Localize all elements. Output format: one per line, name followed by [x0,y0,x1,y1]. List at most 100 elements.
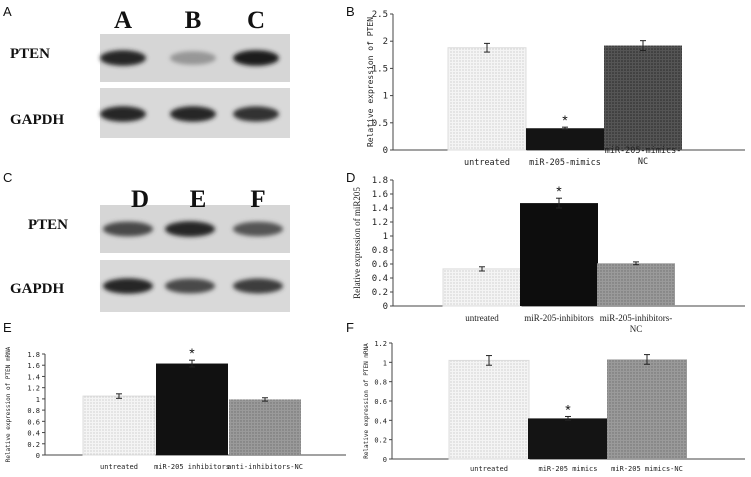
panel-letter-a: A [3,4,12,19]
y-tick-label: 0.6 [372,260,388,270]
y-axis-title: Relative expression of PTEN mRNA [5,346,12,462]
bar-untreated [448,359,530,460]
band-gapdh-lane-c [233,106,279,122]
y-tick-label: 0.4 [374,417,387,425]
y-tick-label: 1.4 [27,373,40,381]
y-tick-label: 1 [383,359,387,367]
band-gapdh-lane-b [170,106,216,122]
y-tick-label: 0.8 [374,379,387,387]
bar-mir-205-mimics [528,418,608,459]
band-gapdh-lane-f [233,278,283,294]
blot-c-row-label-gapdh: GAPDH [10,281,64,297]
panel-letter-b: B [346,4,355,19]
significance-star: * [565,401,571,417]
y-tick-label: 0.6 [27,418,40,426]
y-tick-label: 2 [383,37,388,47]
band-pten-lane-c [233,50,279,66]
lane-label-c: C [247,7,265,34]
bar-untreated [82,395,156,456]
y-tick-label: 2.5 [372,10,388,20]
x-category-label: miR-205 inhibitors [154,463,230,471]
bar-mir-205-mimics [526,128,604,150]
y-tick-label: 0.4 [27,430,40,438]
significance-star: * [189,345,195,361]
panel-letter-e: E [3,320,12,335]
band-pten-lane-e [165,221,215,237]
y-tick-label: 1.2 [374,340,387,348]
y-tick-label: 0 [383,456,387,464]
band-gapdh-lane-a [100,106,146,122]
bar-chart-d: 0 0.2 0.4 0.6 0.8 1 1.2 1.4 1.6 1.8 Relative expre… [352,176,745,334]
blot-a-bands [100,50,279,122]
band-pten-lane-d [103,221,153,237]
x-category-label: anti-inhibitors-NC [227,463,303,471]
x-category-label: miR-205-mimics [529,158,601,168]
y-tick-label: 1.2 [27,385,40,393]
y-tick-label: 1.4 [372,204,388,214]
western-blot-a: A B C PTEN GAPDH [10,7,290,138]
panel-letter-f: F [346,320,354,335]
panel-letter-c: C [3,170,12,185]
bar-untreated [442,268,522,307]
significance-star: * [556,183,562,199]
panel-letter-d: D [346,170,355,185]
y-tick-label: 0 [383,302,388,312]
blot-c-row-label-pten: PTEN [28,217,68,233]
band-pten-lane-a [100,50,146,66]
lane-label-e: E [190,186,207,213]
x-category-label: miR-205 mimics-NC [611,465,683,473]
x-category-label: untreated [470,465,508,473]
y-tick-label: 1.8 [372,176,388,186]
band-gapdh-lane-d [103,278,153,294]
y-tick-label: 0.8 [372,246,388,256]
lane-label-f: F [250,186,265,213]
y-tick-label: 0.6 [374,398,387,406]
y-tick-label: 0.2 [374,437,387,445]
x-category-label: miR-205 mimics [538,465,597,473]
band-pten-lane-b [170,51,216,65]
x-category-label: miR-205-inhibitors [524,313,594,323]
bar-anti-inhibitors-nc [229,399,301,455]
bar-untreated [447,47,527,151]
y-tick-label: 1.6 [27,362,40,370]
band-pten-lane-f [233,221,283,237]
y-tick-label: 0.4 [372,274,388,284]
bar-chart-e: 0 0.2 0.4 0.6 0.8 1 1.2 1.4 1.6 1.8 Relative expre… [5,345,346,471]
lane-label-a: A [114,7,132,34]
y-axis-title: Relative expression of PTEN [366,17,375,147]
blot-a-row-label-pten: PTEN [10,46,50,62]
y-tick-label: 0.2 [372,288,388,298]
y-tick-label: 1.6 [372,190,388,200]
y-tick-label: 1 [383,92,388,102]
significance-star: * [562,112,568,128]
bar-mir-205-mimics-nc [604,45,682,150]
bar-chart-f: 0 0.2 0.4 0.6 0.8 1 1.2 Relative expression of … [363,340,745,473]
y-tick-label: 1 [36,396,40,404]
band-gapdh-lane-e [165,278,215,294]
lane-label-b: B [185,7,202,34]
y-tick-label: 1.8 [27,351,40,359]
lane-label-d: D [131,186,149,213]
blot-c-bands [103,221,283,294]
x-category-label: untreated [464,158,510,168]
x-category-label: untreated [100,463,138,471]
bar-mir-205-inhibitors-nc [597,263,675,306]
y-axis-title: Relative expression of PTEN mRNA [363,343,370,459]
western-blot-c: D E F PTEN GAPDH [10,186,290,312]
y-tick-label: 1 [383,232,388,242]
y-tick-label: 1.5 [372,64,388,74]
bar-mir-205-inhibitors [156,363,228,455]
y-tick-label: 0.8 [27,407,40,415]
y-tick-label: 1.2 [372,218,388,228]
x-category-label: miR-205-mimics-NC [605,146,682,167]
x-category-label: miR-205-inhibitors-NC [600,313,673,334]
bar-mir-205-mimics-nc [607,359,687,459]
y-tick-label: 0.5 [372,119,388,129]
bar-mir-205-inhibitors [520,203,598,306]
x-category-label: untreated [465,313,499,323]
blot-a-row-label-gapdh: GAPDH [10,112,64,128]
y-tick-label: 0.2 [27,441,40,449]
y-axis-title: Relative expression of miR205 [352,187,362,299]
